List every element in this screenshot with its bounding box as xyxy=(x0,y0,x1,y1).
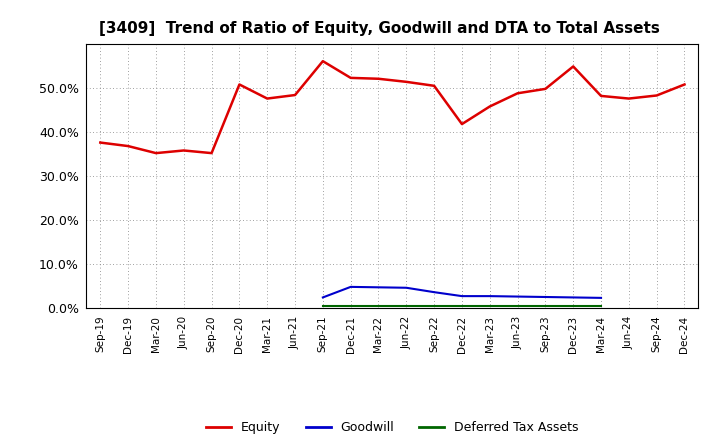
Legend: Equity, Goodwill, Deferred Tax Assets: Equity, Goodwill, Deferred Tax Assets xyxy=(201,416,584,439)
Text: [3409]  Trend of Ratio of Equity, Goodwill and DTA to Total Assets: [3409] Trend of Ratio of Equity, Goodwil… xyxy=(99,21,660,36)
